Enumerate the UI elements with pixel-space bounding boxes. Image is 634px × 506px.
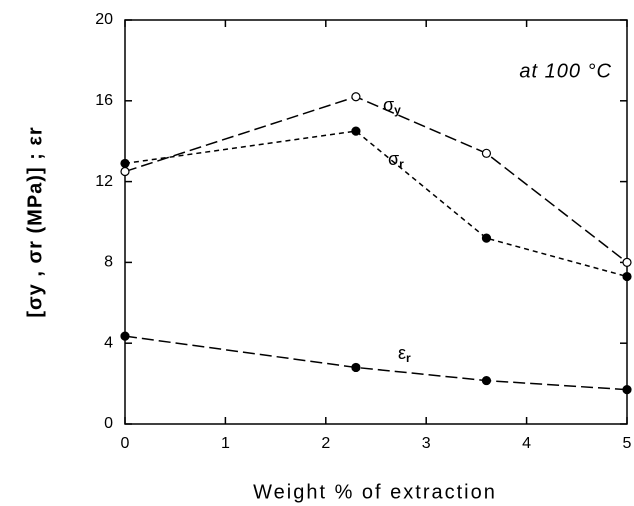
series-line [124, 95, 628, 263]
data-point [120, 158, 130, 169]
data-point [622, 257, 632, 267]
x-tick-label: 5 [623, 435, 632, 452]
series-line [124, 335, 628, 391]
data-point [622, 385, 632, 395]
data-point [481, 233, 492, 243]
data-point [481, 375, 492, 386]
data-point [622, 271, 632, 282]
y-tick-label: 16 [95, 92, 113, 109]
series-line [124, 130, 628, 278]
y-tick-label: 4 [104, 334, 113, 351]
x-tick-label: 2 [321, 435, 330, 452]
data-point [351, 362, 361, 373]
y-tick-label: 8 [104, 254, 113, 271]
x-tick-label: 4 [522, 435, 531, 452]
series-label: σr [388, 149, 404, 171]
data-point [120, 166, 130, 177]
y-tick-label: 0 [104, 415, 113, 432]
y-tick-label: 12 [95, 173, 113, 190]
plot-frame [124, 19, 628, 425]
x-tick-label: 1 [221, 435, 230, 452]
x-axis-label: Weight % of extraction [253, 481, 497, 503]
annotation: at 100 °C [519, 60, 612, 82]
series-label: σy [383, 95, 401, 117]
series-label: εr [398, 343, 411, 365]
data-point [481, 148, 492, 158]
y-tick-label: 20 [95, 11, 113, 28]
x-tick-label: 3 [422, 435, 431, 452]
data-point [120, 331, 130, 341]
data-point [351, 92, 361, 102]
data-point [351, 126, 361, 136]
y-axis-label: [σy , σr (MPa)] ; εr [24, 126, 46, 317]
x-tick-label: 0 [121, 435, 130, 452]
